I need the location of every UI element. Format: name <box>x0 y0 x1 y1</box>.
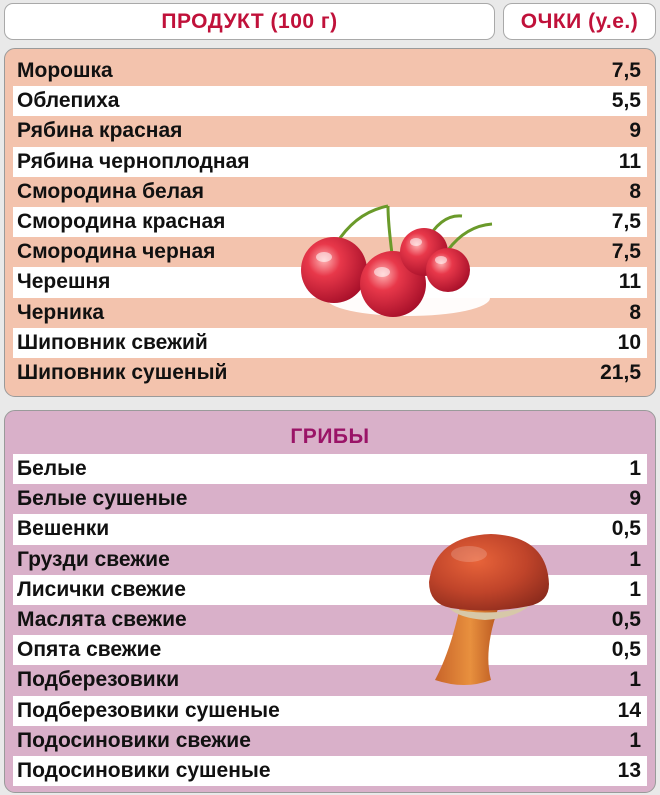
row-value: 1 <box>629 547 641 571</box>
row-name: Шиповник свежий <box>17 330 208 354</box>
row-value: 11 <box>618 270 641 294</box>
row-name: Рябина красная <box>17 119 183 143</box>
row-value: 14 <box>617 698 641 722</box>
mushrooms-table: ГРИБЫ Белые 1 Белые сушеные 9 Вешенки 0,5 Г… <box>4 410 656 793</box>
row-value: 1 <box>629 728 641 752</box>
row-value: 10 <box>617 330 641 354</box>
row-value: 0,5 <box>611 638 641 662</box>
row-name: Опята свежие <box>17 638 162 662</box>
row-value: 1 <box>629 668 641 692</box>
row-value: 8 <box>629 179 641 203</box>
table-row: Рябина черноплодная 11 <box>13 146 647 177</box>
table-row: Шиповник свежий 10 <box>13 327 647 358</box>
row-name: Белые сушеные <box>17 487 188 511</box>
table-row: Грузди свежие 1 <box>13 545 647 575</box>
table-row: Подосиновики сушеные 13 <box>13 755 647 787</box>
row-name: Смородина черная <box>17 240 216 264</box>
row-name: Подосиновики сушеные <box>17 758 271 782</box>
table-row: Смородина черная 7,5 <box>13 237 647 267</box>
row-name: Лисички свежие <box>17 577 186 601</box>
row-name: Смородина белая <box>17 179 204 203</box>
row-name: Вешенки <box>17 517 110 541</box>
row-name: Шиповник сушеный <box>17 360 228 384</box>
product-column-header: ПРОДУКТ (100 г) <box>4 3 495 40</box>
table-row: Шиповник сушеный 21,5 <box>13 358 647 388</box>
row-name: Подосиновики свежие <box>17 728 251 752</box>
row-value: 9 <box>629 119 641 143</box>
table-row: Черника 8 <box>13 298 647 328</box>
berries-table: Морошка 7,5 Облепиха 5,5 Рябина красная 9 Р… <box>4 48 656 397</box>
row-value: 1 <box>629 577 641 601</box>
row-name: Облепиха <box>17 89 120 113</box>
row-name: Черешня <box>17 270 111 294</box>
row-value: 0,5 <box>611 517 641 541</box>
row-name: Белые <box>17 457 87 481</box>
row-value: 11 <box>618 149 641 173</box>
row-value: 9 <box>629 487 641 511</box>
table-row: Опята свежие 0,5 <box>13 635 647 666</box>
table-row: Черешня 11 <box>13 267 647 298</box>
points-column-header: ОЧКИ (у.е.) <box>503 3 656 40</box>
table-row: Облепиха 5,5 <box>13 86 647 117</box>
section-title: ГРИБЫ <box>290 425 370 448</box>
table-row: Смородина красная 7,5 <box>13 206 647 238</box>
row-name: Маслята свежие <box>17 608 187 632</box>
row-value: 8 <box>629 300 641 324</box>
table-row: Подберезовики 1 <box>13 665 647 695</box>
row-value: 7,5 <box>611 240 641 264</box>
table-row: Морошка 7,5 <box>13 56 647 86</box>
table-row: Подберезовики сушеные 14 <box>13 695 647 726</box>
row-name: Подберезовики сушеные <box>17 698 280 722</box>
row-value: 13 <box>617 758 641 782</box>
table-row: Подосиновики свежие 1 <box>13 726 647 756</box>
table-row: Маслята свежие 0,5 <box>13 605 647 635</box>
row-name: Морошка <box>17 59 113 83</box>
table-row: Рябина красная 9 <box>13 116 647 146</box>
row-name: Черника <box>17 300 105 324</box>
table-row: Смородина белая 8 <box>13 177 647 207</box>
row-value: 7,5 <box>611 59 641 83</box>
row-name: Смородина красная <box>17 210 226 234</box>
row-name: Подберезовики <box>17 668 180 692</box>
row-value: 5,5 <box>611 89 641 113</box>
row-value: 1 <box>629 457 641 481</box>
table-row: Белые 1 <box>13 454 647 485</box>
table-row: Лисички свежие 1 <box>13 574 647 605</box>
row-value: 7,5 <box>611 210 641 234</box>
row-name: Грузди свежие <box>17 547 170 571</box>
row-value: 0,5 <box>611 608 641 632</box>
row-name: Рябина черноплодная <box>17 149 250 173</box>
row-value: 21,5 <box>600 360 641 384</box>
table-row: Белые сушеные 9 <box>13 484 647 514</box>
table-row: Вешенки 0,5 <box>13 514 647 545</box>
